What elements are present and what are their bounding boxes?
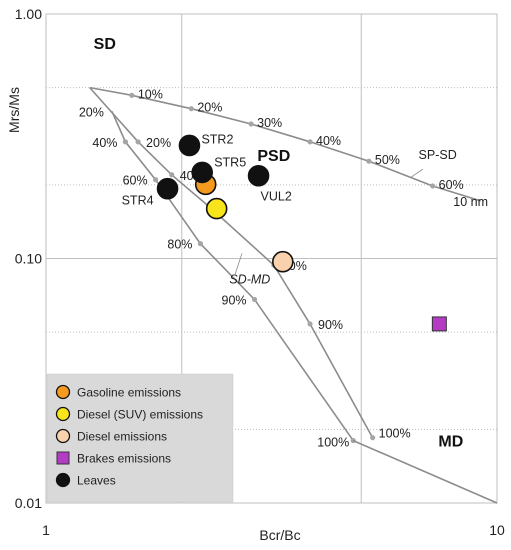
mixing-curve-label: 100% — [379, 427, 411, 441]
axes: Bcr/Bc Mrs/Ms 1 10 1.00 0.10 0.01 — [6, 6, 505, 543]
mixing-curve-label: 20% — [79, 105, 104, 119]
mixing-curve-label: 100% — [317, 436, 349, 450]
legend: Gasoline emissions Diesel (SUV) emissions… — [46, 373, 234, 503]
mixing-curve-dot — [197, 241, 204, 247]
mixing-curve-line — [111, 110, 354, 442]
mixing-curve-dot — [430, 183, 436, 189]
mixing-curve-label: 20% — [197, 101, 222, 115]
data-point-label: STR4 — [122, 194, 154, 208]
mixing-curve-line — [89, 86, 481, 202]
sp-sd-leader-line — [410, 168, 424, 178]
data-point — [156, 177, 179, 200]
data-point — [178, 134, 201, 157]
legend-marker — [55, 472, 71, 488]
mixing-curve-dot — [135, 139, 141, 145]
data-point — [205, 197, 228, 220]
mixing-curve-label: 20% — [146, 136, 171, 150]
mixing-curve-dot — [307, 139, 313, 145]
legend-label: Brakes emissions — [77, 452, 171, 466]
mixing-curve-label: 90% — [222, 293, 247, 307]
data-point — [271, 250, 294, 273]
mixing-curve-line — [352, 439, 498, 504]
y-tick-label: 0.01 — [15, 495, 42, 511]
data-point-label: VUL2 — [261, 190, 292, 204]
mixing-curve-dot — [366, 158, 372, 164]
data-point-label: STR2 — [201, 132, 233, 146]
mixing-curve-dot — [307, 321, 313, 327]
legend-marker — [55, 406, 71, 422]
legend-label: Diesel emissions — [77, 430, 167, 444]
legend-marker — [55, 384, 71, 400]
legend-label: Leaves — [77, 474, 116, 488]
y-tick-label: 1.00 — [15, 6, 42, 22]
mixing-curve-dot — [188, 106, 194, 112]
data-point — [191, 161, 214, 184]
region-labels: SD PSD MD — [94, 36, 464, 451]
data-point — [431, 316, 447, 332]
curve-name-label: 10 nm — [453, 195, 488, 209]
data-point-label: STR5 — [214, 155, 246, 169]
mixing-curve-dot — [169, 172, 175, 178]
legend-box — [46, 373, 234, 503]
x-tick-label: 10 — [489, 522, 505, 538]
y-axis-label: Mrs/Ms — [6, 87, 22, 133]
curve-labels: 10%20%30%40%50%60%20%40%80%90%100%20%40%… — [79, 87, 488, 449]
mixing-curve-dot — [248, 121, 254, 127]
mixing-curve-label: 60% — [123, 174, 148, 188]
data-point — [247, 164, 270, 187]
y-tick-label: 0.10 — [15, 251, 42, 267]
mixing-curve-label: 60% — [439, 178, 464, 192]
curve-name-label: SD-MD — [229, 273, 270, 287]
legend-marker — [55, 428, 71, 444]
mixing-curve-label: 40% — [92, 136, 117, 150]
region-label: PSD — [257, 148, 290, 165]
mixing-curve-label: 10% — [138, 87, 163, 101]
mixing-curve-label: 90% — [318, 318, 343, 332]
mixing-curve-dot — [370, 435, 376, 441]
legend-label: Gasoline emissions — [77, 386, 181, 400]
mixing-curve-dot — [153, 177, 159, 183]
sd-md-leader-line — [234, 253, 243, 276]
region-label: SD — [94, 36, 116, 53]
x-axis-label: Bcr/Bc — [259, 527, 300, 543]
mixing-curve-dot — [122, 139, 129, 145]
mixing-curve-label: 40% — [316, 134, 341, 148]
mixing-curve-label: 50% — [375, 153, 400, 167]
mixing-curve-dot — [129, 92, 135, 98]
curve-name-label: SP-SD — [419, 148, 457, 162]
x-tick-label: 1 — [42, 522, 50, 538]
legend-marker — [56, 451, 70, 465]
mixing-curve-label: 30% — [257, 116, 282, 130]
region-label: MD — [438, 434, 463, 451]
data-points: STR2 STR5 VUL2 STR4 — [122, 132, 447, 332]
mixing-curve-dot — [251, 296, 258, 303]
mixing-curve-label: 80% — [167, 238, 192, 252]
legend-label: Diesel (SUV) emissions — [77, 408, 203, 422]
